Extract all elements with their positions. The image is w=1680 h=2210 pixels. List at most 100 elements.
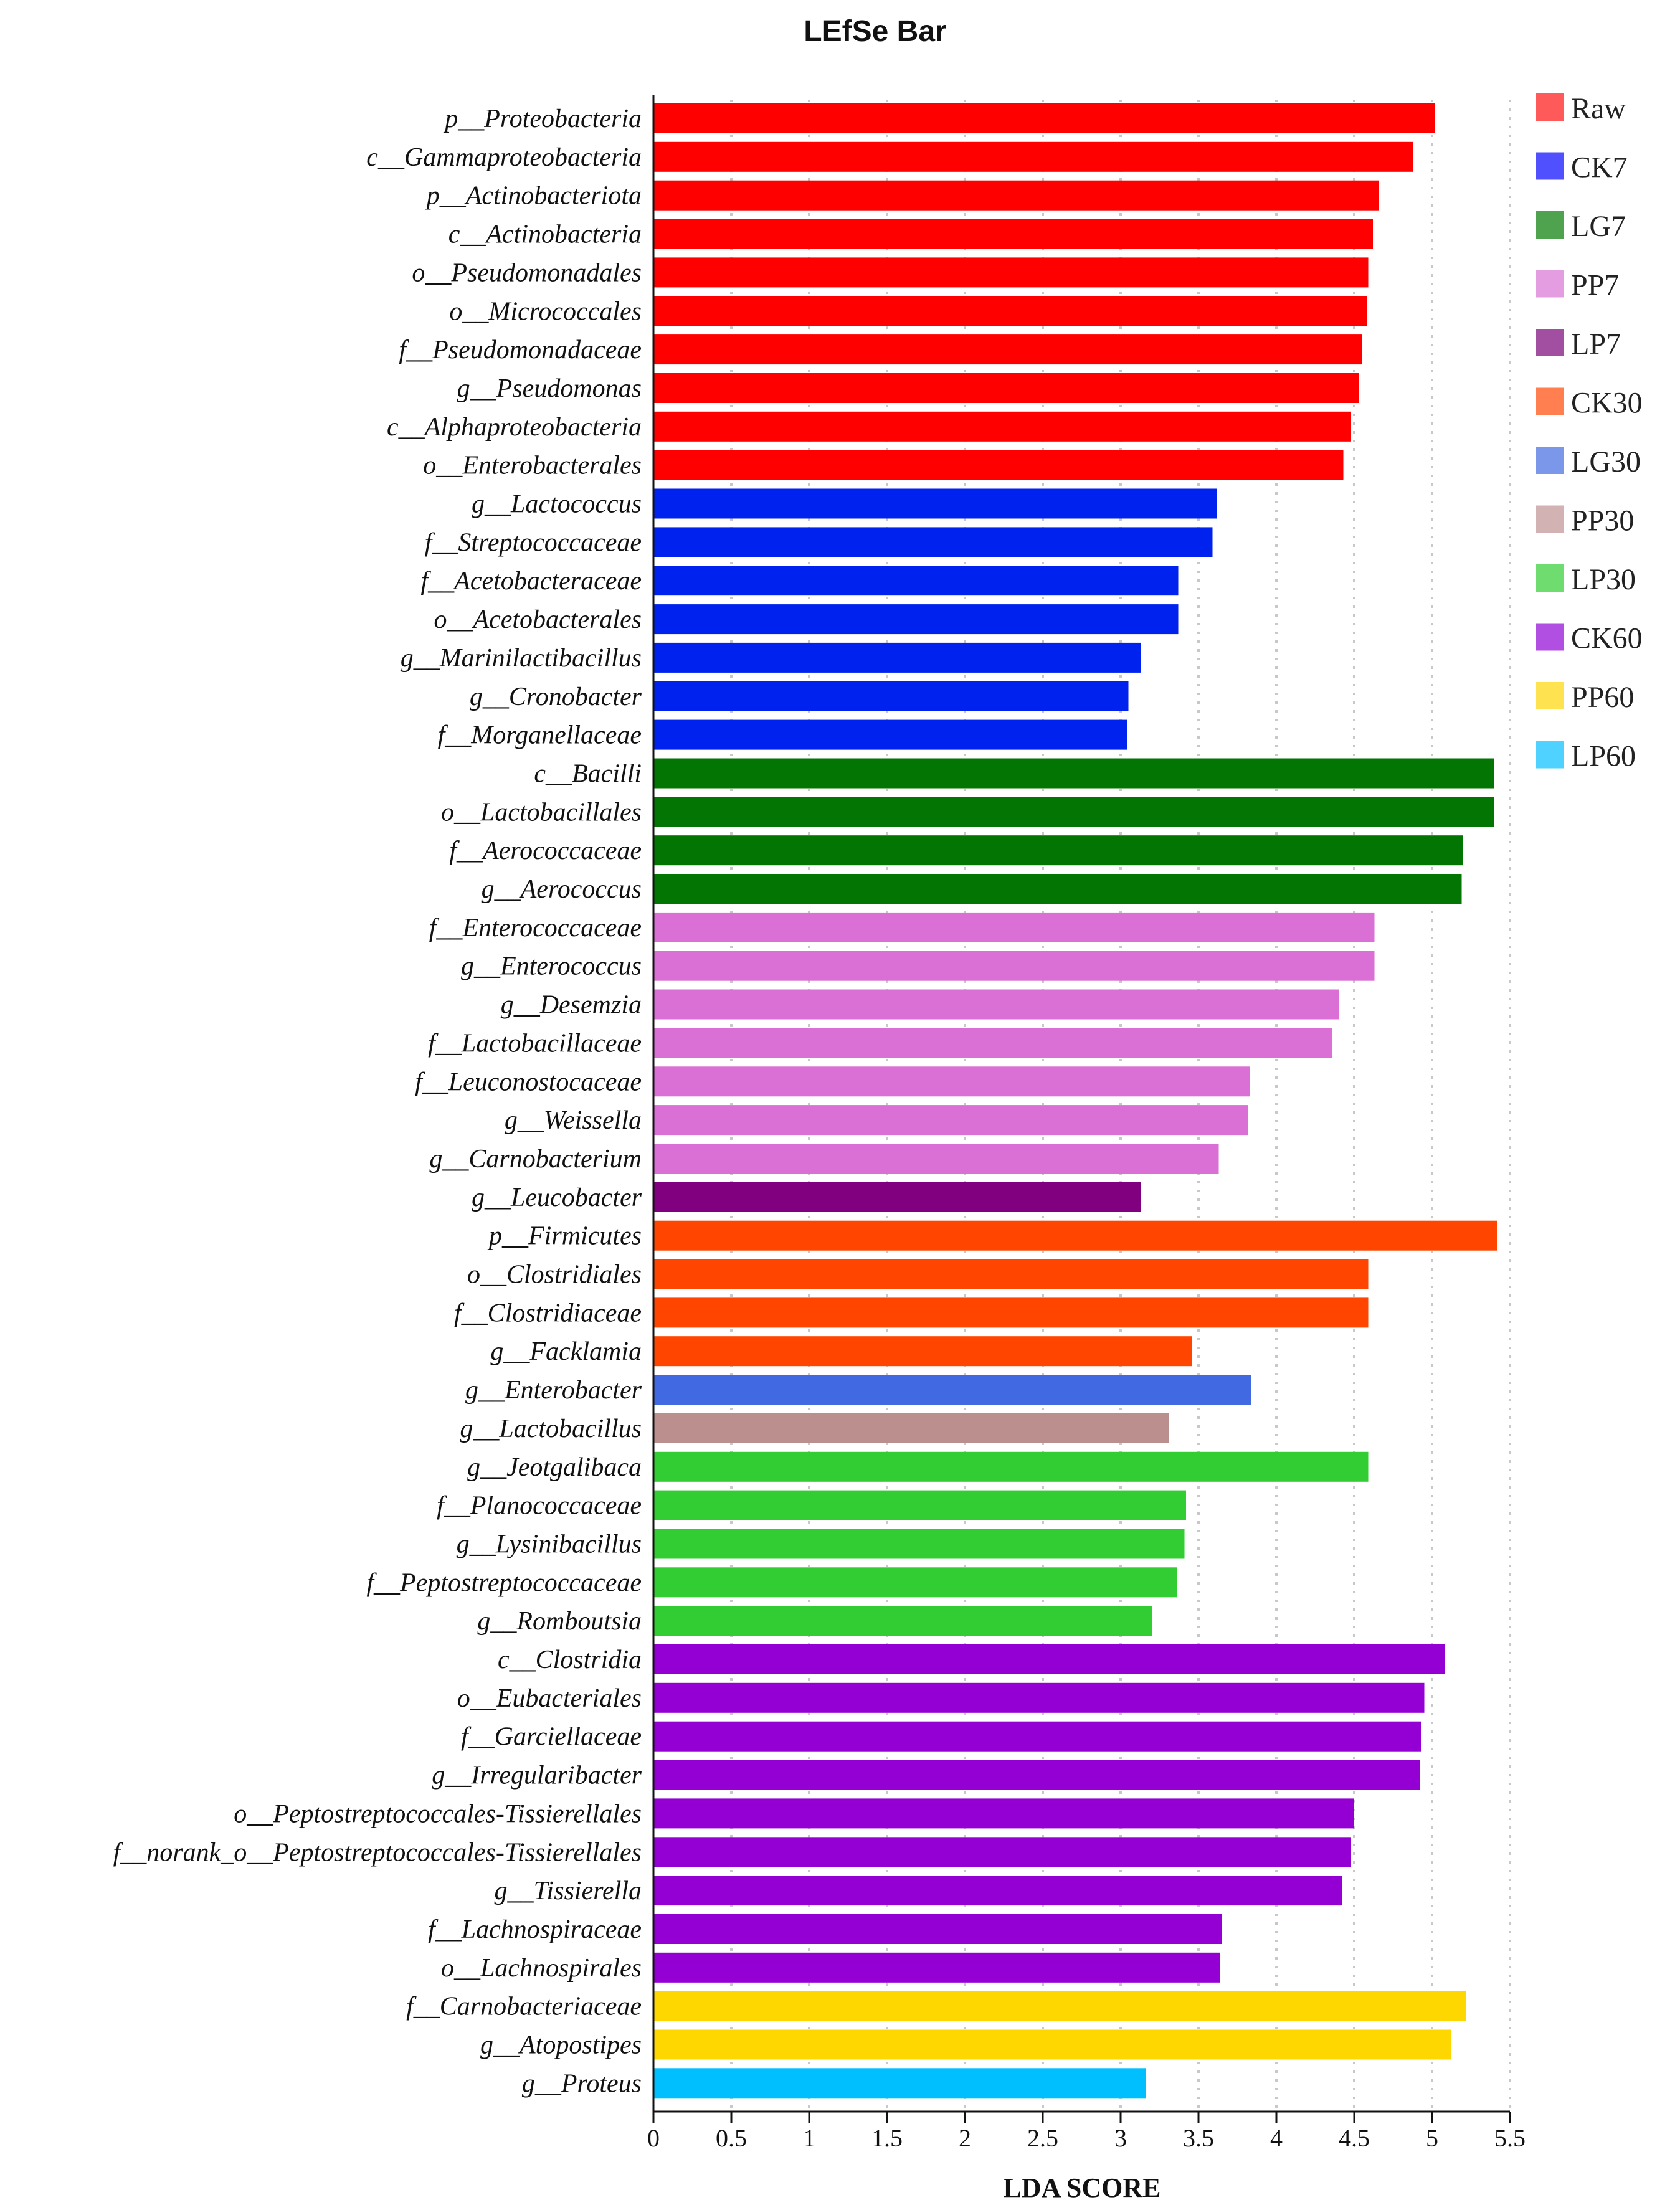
category-label: g__Leucobacter [472, 1183, 642, 1212]
category-label: g__Weissella [505, 1106, 642, 1135]
category-label: g__Lysinibacillus [457, 1530, 642, 1559]
legend-label: CK7 [1571, 151, 1628, 184]
legend-swatch [1536, 211, 1564, 239]
category-label: f__Leuconostocaceae [415, 1068, 642, 1096]
bar [653, 1798, 1354, 1829]
category-label: f__Aerococcaceae [449, 837, 642, 865]
bar [653, 1375, 1251, 1405]
category-label: c__Bacilli [534, 760, 642, 789]
bar [653, 1182, 1141, 1212]
bar [653, 2068, 1146, 2099]
category-label: g__Lactobacillus [460, 1415, 642, 1443]
bar [653, 180, 1379, 211]
category-label: f__Enterococcaceae [429, 914, 642, 942]
category-label: c__Gammaproteobacteria [366, 143, 642, 172]
bar [653, 411, 1351, 442]
category-label: c__Alphaproteobacteria [387, 413, 642, 442]
category-label: f__norank_o__Peptostreptococcales-Tissie… [113, 1838, 642, 1867]
legend-label: LG30 [1571, 445, 1641, 478]
x-axis-title: LDA SCORE [1003, 2173, 1160, 2203]
category-label: g__Lactococcus [472, 490, 642, 519]
x-tick-label: 5 [1426, 2124, 1438, 2152]
legend-swatch [1536, 447, 1564, 474]
bar [653, 951, 1375, 981]
legend-swatch [1536, 623, 1564, 651]
category-label: o__Pseudomonadales [412, 258, 642, 287]
category-label: f__Streptococcaceae [425, 528, 642, 557]
bar [653, 373, 1359, 403]
x-tick-label: 3 [1114, 2124, 1127, 2152]
x-tick-label: 4.5 [1339, 2124, 1370, 2152]
category-label: g__Irregularibacter [432, 1762, 642, 1790]
legend-swatch [1536, 270, 1564, 298]
category-label: g__Enterococcus [461, 952, 642, 981]
bar [653, 681, 1129, 711]
category-label: f__Morganellaceae [438, 721, 642, 750]
category-label: o__Eubacteriales [457, 1684, 642, 1713]
bar [653, 835, 1463, 866]
bar [653, 874, 1462, 904]
bar [653, 1914, 1222, 1944]
x-tick-label: 1 [803, 2124, 815, 2152]
category-label: f__Lachnospiraceae [428, 1915, 642, 1944]
bar [653, 604, 1179, 635]
bar [653, 1721, 1421, 1752]
bar [653, 1606, 1152, 1636]
x-axis: 0 0.5 1 1.5 2 2.5 3 3.5 4 4.5 5 5.5 [647, 95, 1526, 2152]
x-tick-label: 0.5 [716, 2124, 747, 2152]
category-label: f__Lactobacillaceae [428, 1029, 642, 1058]
bar [653, 450, 1344, 480]
category-label: g__Pseudomonas [457, 374, 642, 403]
bar [653, 758, 1494, 789]
category-label: g__Jeotgalibaca [467, 1453, 642, 1482]
category-label: o__Clostridiales [467, 1261, 642, 1289]
category-label: g__Atopostipes [480, 2031, 642, 2060]
category-label: g__Tissierella [495, 1877, 642, 1905]
bar [653, 1567, 1177, 1598]
x-tick-label: 2.5 [1027, 2124, 1058, 2152]
category-label: o__Micrococcales [449, 297, 642, 326]
category-label: f__Peptostreptococcaceae [366, 1568, 642, 1597]
category-label: g__Romboutsia [477, 1607, 642, 1636]
category-label: o__Acetobacterales [434, 605, 642, 634]
bar [653, 219, 1373, 249]
category-label: g__Marinilactibacillus [401, 644, 642, 673]
bar [653, 642, 1141, 673]
category-label: f__Garciellaceae [461, 1723, 642, 1752]
x-tick-label: 4 [1270, 2124, 1283, 2152]
category-label: g__Carnobacterium [429, 1145, 642, 1174]
bar [653, 1644, 1445, 1674]
bar [653, 1760, 1420, 1790]
bar [653, 1144, 1219, 1174]
bar [653, 334, 1362, 365]
bar [653, 1952, 1220, 1983]
category-label: f__Clostridiaceae [454, 1299, 642, 1327]
category-label: p__Proteobacteria [443, 105, 642, 133]
legend-swatch [1536, 505, 1564, 533]
category-label: p__Actinobacteriota [425, 182, 642, 211]
legend-label: PP7 [1571, 269, 1619, 302]
category-label: g__Proteus [522, 2069, 642, 2098]
category-label: p__Firmicutes [487, 1222, 642, 1251]
bar [653, 1490, 1186, 1520]
legend-swatch [1536, 741, 1564, 769]
legend-label: LP30 [1571, 563, 1636, 596]
category-label: g__Desemzia [501, 991, 642, 1020]
bar [653, 566, 1179, 596]
bar [653, 141, 1413, 172]
category-label: c__Clostridia [498, 1646, 642, 1674]
category-label: g__Enterobacter [465, 1376, 642, 1405]
category-labels: p__Proteobacteria c__Gammaproteobacteriap… [113, 105, 642, 2098]
category-label: f__Acetobacteraceae [421, 567, 642, 595]
bar [653, 1991, 1466, 2021]
bar [653, 488, 1217, 519]
bar [653, 1682, 1425, 1713]
category-label: o__Enterobacterales [423, 452, 642, 480]
bar [653, 989, 1339, 1020]
legend-label: Raw [1571, 92, 1626, 125]
x-tick-label: 1.5 [871, 2124, 903, 2152]
bar [653, 1105, 1248, 1136]
bar [653, 1297, 1369, 1328]
legend-swatch [1536, 387, 1564, 415]
